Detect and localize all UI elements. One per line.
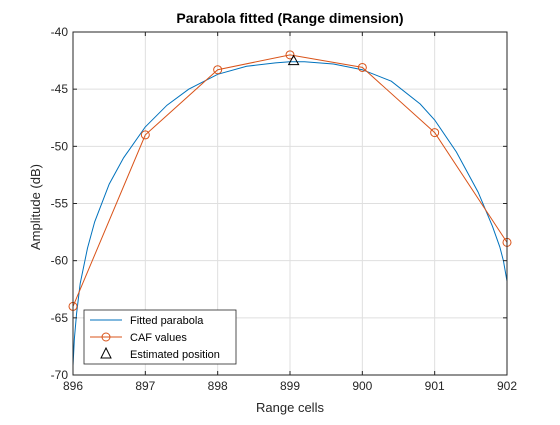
x-tick-label: 900: [352, 379, 372, 393]
data-point-caf-values: [140, 130, 150, 140]
chart-title: Parabola fitted (Range dimension): [176, 10, 403, 26]
y-axis-label: Amplitude (dB): [28, 164, 43, 250]
legend-label-caf-values: CAF values: [130, 332, 187, 344]
legend-marker-estimated-position: [100, 346, 112, 359]
y-tick-label: -45: [51, 82, 69, 96]
legend-marker-caf-values: [101, 332, 111, 342]
plot-area: [68, 50, 512, 366]
data-point-caf-values: [430, 128, 440, 138]
y-tick-label: -60: [51, 254, 69, 268]
data-point-caf-values: [285, 50, 295, 60]
legend: Fitted parabola CAF values Estimated pos…: [83, 309, 237, 365]
series-line-fitted-parabola: [72, 61, 508, 366]
x-tick-label: 899: [280, 379, 300, 393]
x-tick-label: 902: [497, 379, 517, 393]
ticks: 896 897 898 899 900 901 902 -40 -45 -50 -55 -60 -65 -…: [51, 25, 518, 393]
x-tick-label: 897: [135, 379, 155, 393]
x-axis-label: Range cells: [256, 400, 324, 415]
x-tick-label: 898: [208, 379, 228, 393]
data-point-estimated-position: [287, 54, 300, 66]
x-tick-label: 896: [63, 379, 83, 393]
data-point-caf-values: [213, 65, 223, 75]
series-line-caf-values: [72, 54, 508, 307]
data-point-caf-values: [357, 62, 367, 72]
y-tick-label: -55: [51, 197, 69, 211]
legend-label-estimated-position: Estimated position: [130, 349, 220, 361]
y-tick-label: -65: [51, 311, 69, 325]
y-tick-label: -70: [51, 368, 69, 382]
x-tick-label: 901: [425, 379, 445, 393]
legend-label-fitted-parabola: Fitted parabola: [130, 315, 204, 327]
y-tick-label: -50: [51, 139, 69, 153]
y-tick-label: -40: [51, 25, 69, 39]
